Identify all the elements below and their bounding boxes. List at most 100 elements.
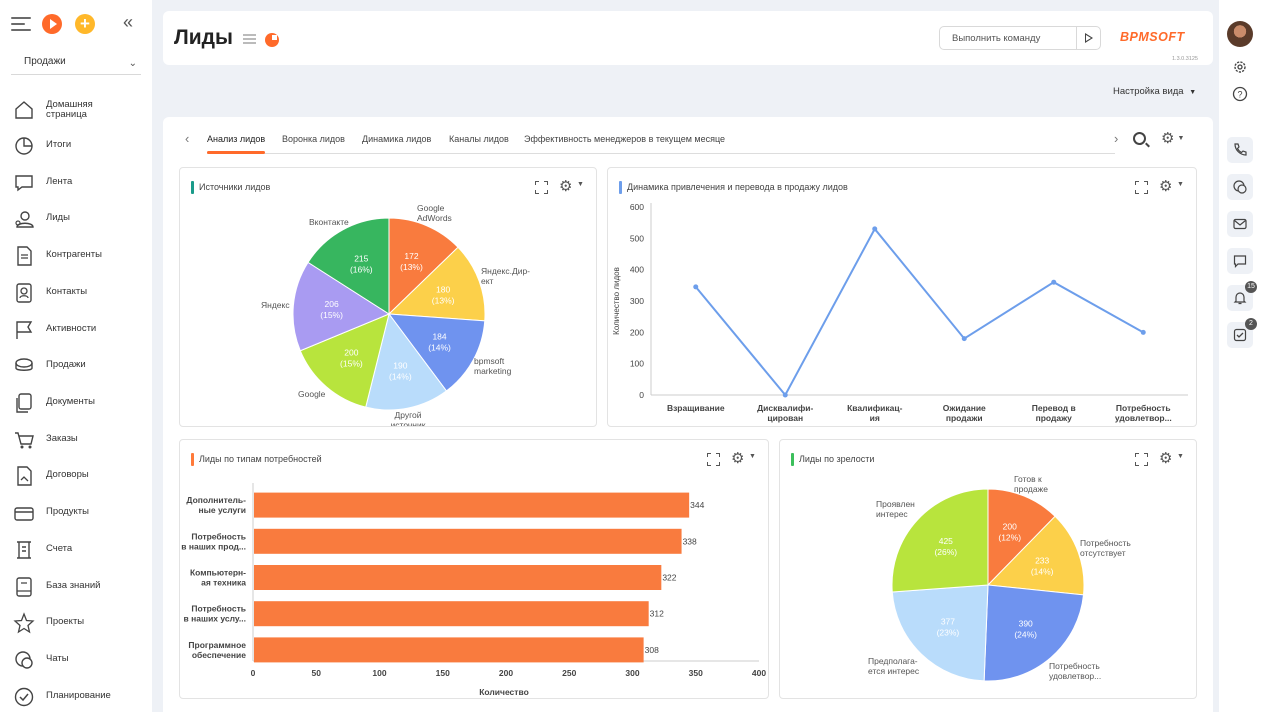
sidebar-item[interactable]: База знаний — [0, 572, 152, 602]
help-button[interactable]: ? — [1227, 81, 1253, 107]
workspace-label: Продажи — [24, 56, 66, 67]
tabs-next-icon[interactable]: › — [1114, 131, 1119, 146]
gear-icon[interactable]: ⚙ — [1159, 178, 1173, 195]
tab-lead-funnel[interactable]: Воронка лидов — [282, 134, 345, 144]
pie-slice — [983, 584, 1085, 682]
add-icon[interactable]: + — [75, 14, 95, 34]
notifications-button[interactable]: 15 — [1227, 281, 1257, 311]
sidebar-item-label: Продукты — [46, 506, 89, 517]
x-tick-label: Ожидание продажи — [943, 403, 986, 423]
chat-button[interactable] — [1227, 174, 1253, 200]
sidebar-item[interactable]: Счета — [0, 535, 152, 565]
y-tick-label: 200 — [630, 327, 644, 337]
search-icon[interactable] — [1133, 132, 1146, 145]
sidebar-item[interactable]: Контакты — [0, 278, 152, 308]
collapse-sidebar-icon[interactable]: « — [123, 12, 134, 32]
expand-icon[interactable] — [1135, 453, 1148, 466]
pie-slice — [299, 313, 390, 408]
slice-percent-label: (14%) — [389, 371, 412, 381]
home-icon — [13, 99, 35, 121]
sidebar-item[interactable]: Планирование — [0, 682, 152, 712]
sidebar-item-label: Итоги — [46, 139, 72, 150]
expand-icon[interactable] — [707, 453, 720, 466]
x-tick-label: 0 — [251, 668, 256, 678]
sidebar-item[interactable]: Продажи — [0, 351, 152, 381]
analytics-view-icon[interactable] — [265, 33, 279, 47]
process-play-icon[interactable] — [42, 14, 62, 34]
lead-dynamics-line-chart: 0 100 200 300 400 500 600 Количество лидов Взращ… — [612, 202, 1188, 423]
y-tick-label: Дополнитель-ные услуги — [186, 495, 246, 515]
sidebar-item[interactable]: Документы — [0, 388, 152, 418]
sidebar-item[interactable]: Контрагенты — [0, 241, 152, 271]
sidebar-item[interactable]: Договоры — [0, 461, 152, 491]
tabs-prev-icon[interactable]: ‹ — [185, 131, 190, 146]
slice-category-label: bpmsoft marketing — [474, 356, 512, 376]
email-button[interactable] — [1227, 211, 1253, 237]
y-tick-label: 500 — [630, 233, 644, 243]
pie-slice — [387, 246, 486, 322]
slice-value-label: 190 — [393, 360, 407, 370]
tab-lead-channels[interactable]: Каналы лидов — [449, 134, 509, 144]
sidebar-item[interactable]: Чаты — [0, 645, 152, 675]
sidebar-item[interactable]: Лиды — [0, 204, 152, 234]
sidebar-item[interactable]: Продукты — [0, 498, 152, 528]
gear-icon[interactable]: ⚙ — [559, 178, 573, 195]
list-view-icon[interactable] — [243, 34, 256, 44]
widget-lead-sources: Источники лидов ⚙ ▼ 172 (13%) Google AdWords… — [179, 167, 597, 427]
settings-button[interactable] — [1227, 54, 1253, 80]
sidebar-item[interactable]: Активности — [0, 315, 152, 345]
sidebar-item[interactable]: Лента — [0, 168, 152, 198]
sidebar-item[interactable]: Домашняя страница — [0, 95, 152, 125]
y-tick-label: Компьютерн-ая техника — [190, 568, 246, 588]
series-line — [694, 227, 1144, 397]
y-tick-label: 300 — [630, 296, 644, 306]
widget-title: Динамика привлечения и перевода в продаж… — [619, 181, 848, 194]
dashboard-tabs: Анализ лидов Воронка лидов Динамика лидо… — [207, 117, 1115, 154]
x-tick-label: 300 — [625, 668, 639, 678]
menu-icon[interactable] — [11, 17, 31, 31]
gear-icon[interactable]: ⚙ — [1159, 450, 1173, 467]
message-button[interactable] — [1227, 248, 1253, 274]
data-point — [693, 284, 699, 290]
tasks-button[interactable]: 2 — [1227, 318, 1257, 348]
cart-icon — [13, 429, 35, 451]
widget-title: Лиды по зрелости — [791, 453, 874, 466]
caret-down-icon: ▼ — [749, 453, 756, 460]
view-settings-button[interactable]: Настройка вида ▼ — [1113, 86, 1196, 97]
sidebar-item-label: Домашняя страница — [46, 99, 93, 120]
page-header: Лиды Выполнить команду BPMSOFT 1.3.0.312… — [163, 11, 1213, 65]
expand-icon[interactable] — [535, 181, 548, 194]
sidebar-item[interactable]: Заказы — [0, 425, 152, 455]
data-point — [782, 392, 788, 398]
tab-manager-efficiency[interactable]: Эффективность менеджеров в текущем месяц… — [524, 134, 725, 144]
gear-icon[interactable]: ⚙ — [731, 450, 745, 467]
avatar[interactable] — [1227, 21, 1253, 47]
slice-category-label: Google AdWords — [417, 203, 452, 223]
expand-icon[interactable] — [1135, 181, 1148, 194]
sidebar-item[interactable]: Проекты — [0, 608, 152, 638]
slice-category-label: Google — [298, 389, 326, 399]
tab-lead-analysis[interactable]: Анализ лидов — [207, 134, 265, 144]
x-tick-label: Перевод в продажу — [1032, 403, 1076, 423]
widget-leads-by-maturity: Лиды по зрелости ⚙ ▼ 200 (12%) Готов к прода… — [779, 439, 1197, 699]
slice-category-label: Яндекс — [261, 300, 290, 310]
workspace-select[interactable]: Продажи ⌄ — [11, 51, 141, 75]
phone-button[interactable] — [1227, 137, 1253, 163]
bar-value-label: 338 — [683, 536, 697, 546]
bar — [254, 528, 682, 554]
data-point — [872, 226, 878, 232]
right-rail: ? 15 2 — [1219, 0, 1265, 712]
slice-value-label: 180 — [436, 284, 450, 294]
tab-lead-dynamics[interactable]: Динамика лидов — [362, 134, 431, 144]
tab-label: Каналы лидов — [449, 134, 509, 144]
slice-category-label: Готов к продаже — [1014, 474, 1048, 494]
dashboard-settings-button[interactable]: ⚙ ▼ — [1161, 129, 1184, 148]
app-version: 1.3.0.3125 — [1172, 56, 1198, 62]
slice-percent-label: (14%) — [1031, 566, 1054, 576]
sidebar-item-label: Документы — [46, 396, 95, 407]
sidebar-item[interactable]: Итоги — [0, 131, 152, 161]
slice-percent-label: (16%) — [350, 264, 373, 274]
send-command-button[interactable] — [1076, 27, 1100, 49]
y-tick-label: Программное обеспечение — [188, 640, 246, 660]
command-input[interactable]: Выполнить команду — [939, 26, 1101, 50]
